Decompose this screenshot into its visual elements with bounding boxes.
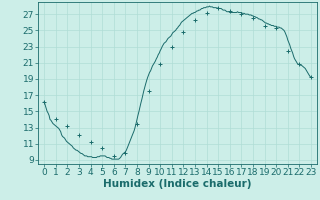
X-axis label: Humidex (Indice chaleur): Humidex (Indice chaleur) [103, 179, 252, 189]
